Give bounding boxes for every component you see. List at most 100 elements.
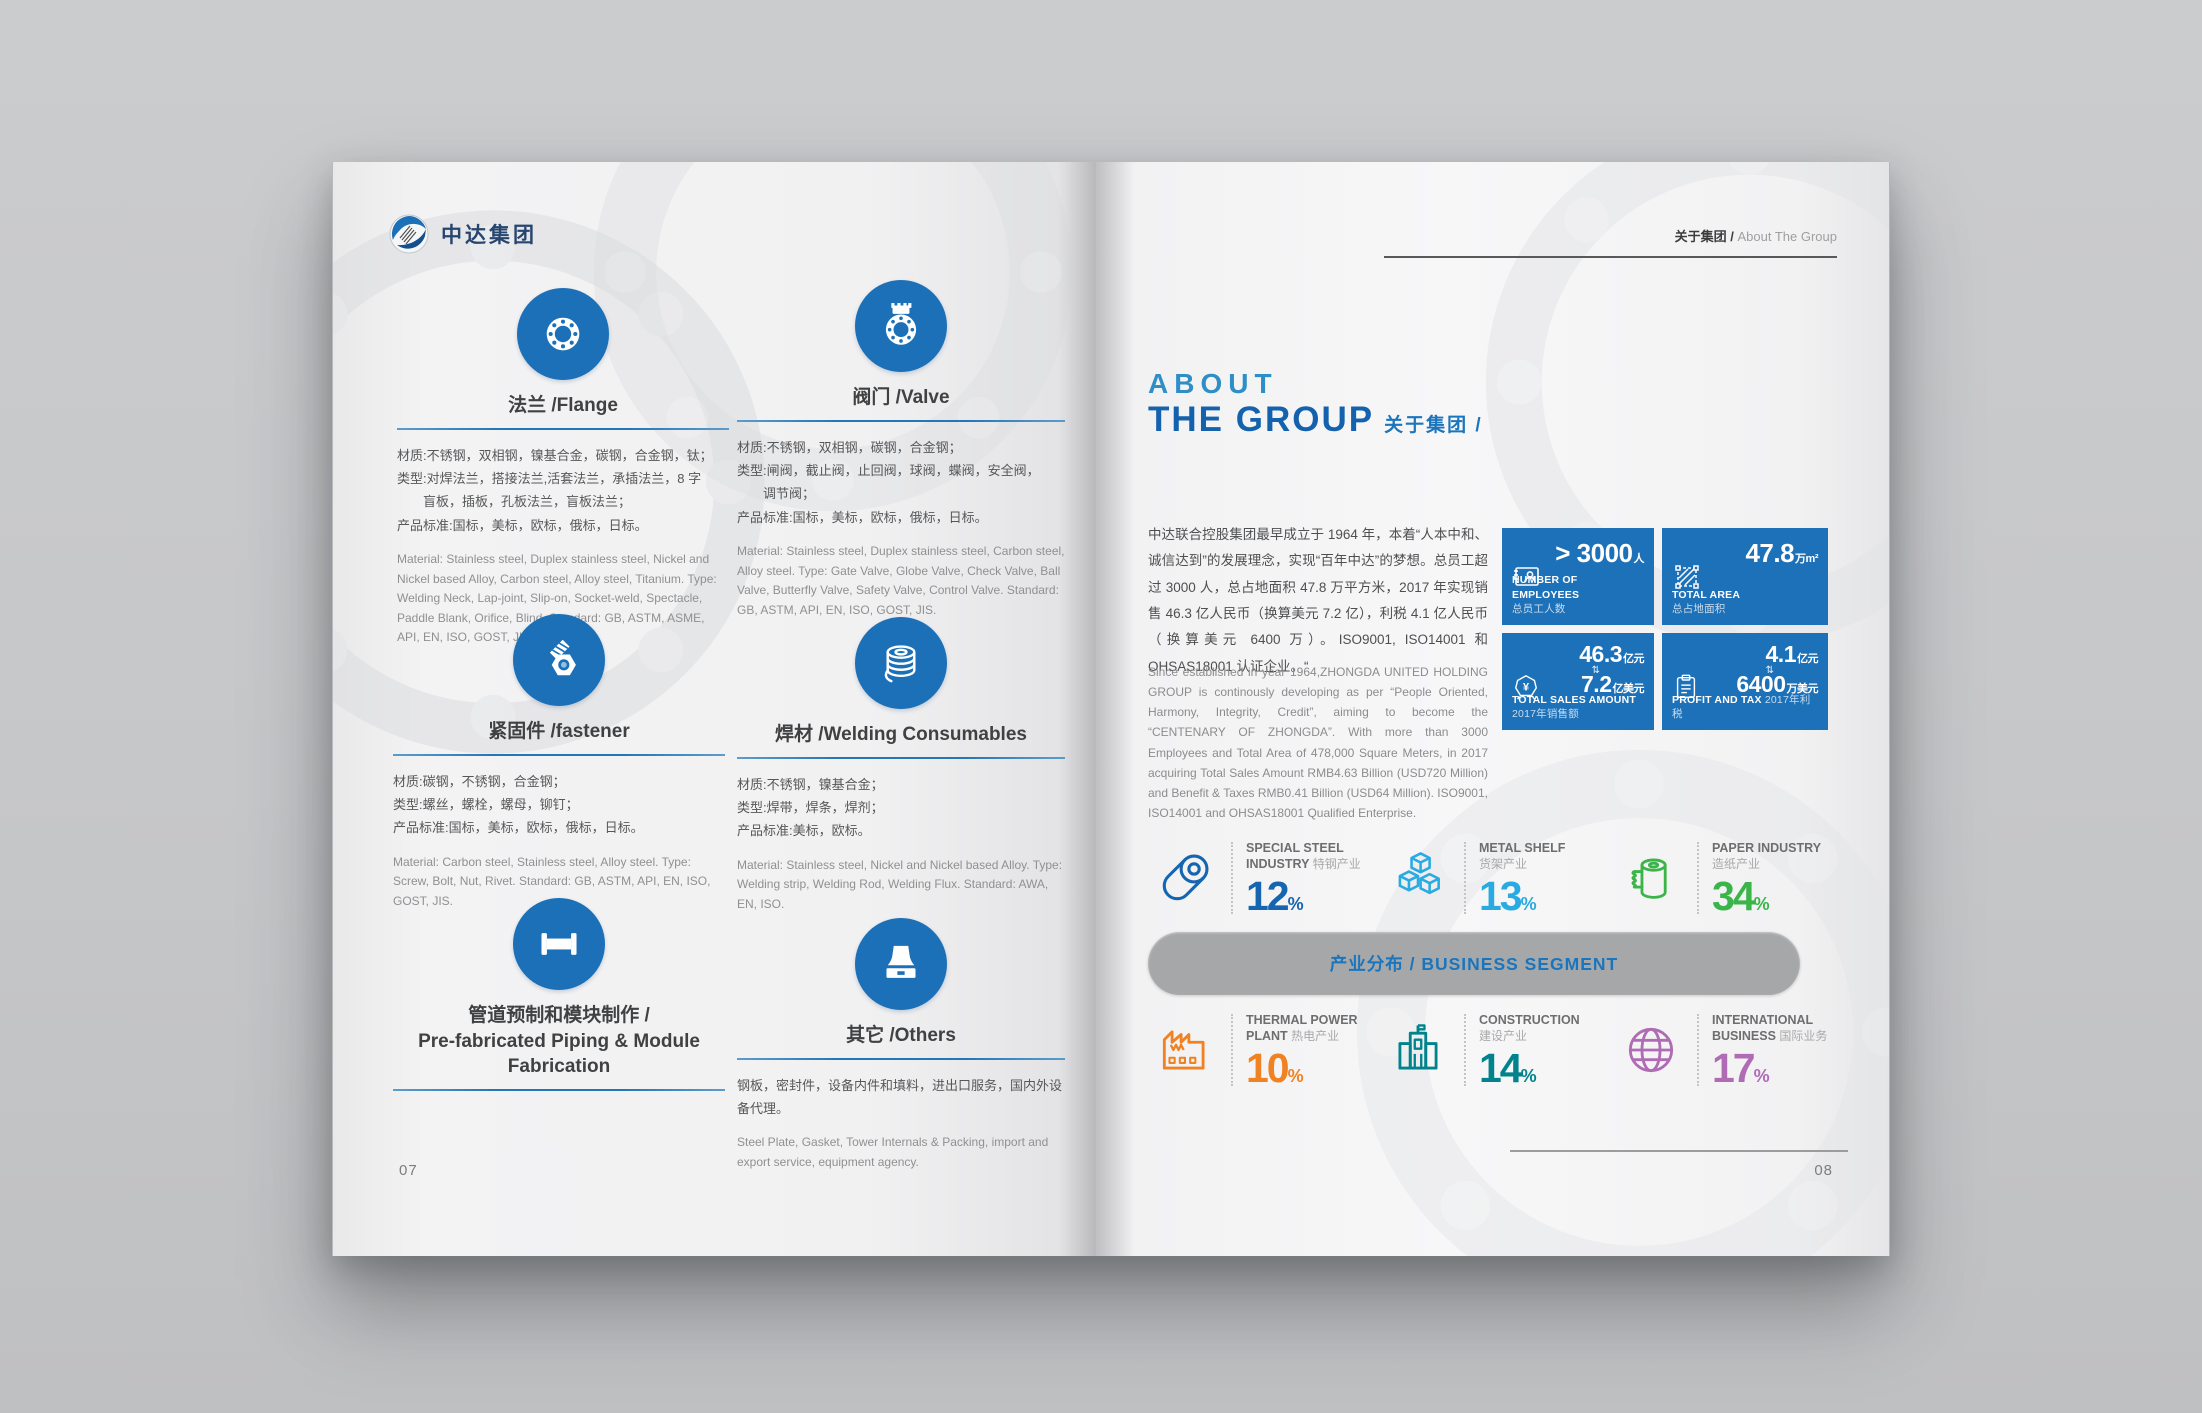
stat-label-en: TOTAL SALES AMOUNT [1512,693,1636,706]
divider [1464,1014,1466,1087]
steel-cylinder-icon [1148,847,1222,909]
divider [1697,842,1699,915]
segment-label-en: METAL SHELF [1479,841,1566,855]
stat-unit-usd: 亿美元 [1612,683,1645,695]
yuan-badge-icon: ¥ [1512,673,1540,706]
segment-percent: 17% [1712,1044,1770,1091]
segment-thermal-power: THERMAL POWER PLANT 热电产业 10% [1148,1012,1381,1089]
right-page: 关于集团 / About The Group ABOUT THE GROUP 关于… [1096,162,1890,1256]
stat-total-area: 47.8万m² TOTAL AREA 总占地面积 [1662,528,1828,625]
brand: 中达集团 [389,214,537,254]
section-text-en: Material: Stainless steel, Duplex stainl… [737,544,1065,617]
factory-icon [1148,1019,1222,1081]
title-suffix-cn: 关于集团 / [1384,415,1483,436]
stat-label-en: NUMBER OF EMPLOYEES [1512,574,1580,601]
segment-percent: 12% [1246,872,1304,919]
stat-value: > 3000 [1555,538,1633,568]
divider [1464,842,1466,915]
segment-label-cn: 货架产业 [1479,857,1528,872]
stat-total-sales: 46.3亿元 ⇅ 7.2亿美元 ¥ TOTAL SALES AMOUNT 201… [1502,633,1654,730]
brand-name: 中达集团 [441,224,537,247]
divider [393,753,725,756]
section-text-cn: 材质:不锈钢，双相钢，镍基合金，碳钢，合金钢，钛； 类型:对焊法兰，搭接法兰,活… [397,447,713,533]
welding-coil-icon [855,617,947,709]
stat-label-en: TOTAL AREA [1672,588,1741,601]
page-number-left: 07 [399,1162,418,1179]
section-title: 阀门 /Valve [852,387,950,408]
section-text-cn: 材质:不锈钢，镍基合金； 类型:焊带，焊条，焊剂； 产品标准:美标，欧标。 [737,776,884,839]
page-title: ABOUT THE GROUP 关于集团 / [1148,368,1483,440]
section-title: 管道预制和模块制作 / Pre-fabricated Piping & Modu… [418,1005,700,1078]
section-valve: 阀门 /Valve 材质:不锈钢，双相钢，碳钢，合金钢； 类型:闸阀，截止阀，止… [737,280,1065,620]
pipe-spool-icon [513,898,605,990]
business-segment-banner: 产业分布 / BUSINESS SEGMENT [1148,932,1800,995]
flange-icon [517,288,609,380]
section-text-cn: 钢板，密封件，设备内件和填料，进出口服务，国内外设备代理。 [737,1077,1063,1117]
stat-label-cn: 总员工人数 [1512,602,1566,615]
section-text-en: Steel Plate, Gasket, Tower Internals & P… [737,1135,1049,1169]
divider [737,1057,1065,1060]
section-fastener: 紧固件 /fastener 材质:碳钢，不锈钢，合金钢； 类型:螺丝，螺栓，螺母… [393,614,725,911]
divider [737,756,1065,759]
segment-paper-industry: PAPER INDUSTRY 造纸产业 34% [1614,840,1847,917]
section-title: 其它 /Others [846,1025,956,1046]
section-piping: 管道预制和模块制作 / Pre-fabricated Piping & Modu… [393,898,725,1091]
stat-unit: 人 [1633,553,1645,565]
section-text-cn: 材质:碳钢，不锈钢，合金钢； 类型:螺丝，螺栓，螺母，铆钉； 产品标准:国标，美… [393,773,644,836]
brand-logo-icon [389,214,429,254]
section-title: 法兰 /Flange [508,395,618,416]
segment-label-cn: 热电产业 [1291,1029,1340,1044]
section-text-en: Material: Stainless steel, Duplex stainl… [397,552,717,644]
stat-value-usd: 7.2 [1581,671,1612,697]
segment-construction: CONSTRUCTION 建设产业 14% [1381,1012,1614,1089]
title-the-group: THE GROUP [1148,400,1375,439]
section-title: 焊材 /Welding Consumables [775,724,1027,745]
header-title-en: About The Group [1733,229,1838,244]
section-text-cn: 材质:不锈钢，双相钢，碳钢，合金钢； 类型:闸阀，截止阀，止回阀，球阀，蝶阀，安… [737,439,1040,525]
svg-text:¥: ¥ [1523,682,1530,694]
segment-percent: 13% [1479,872,1537,919]
building-icon [1381,1019,1455,1081]
fastener-icon [513,614,605,706]
segment-special-steel: SPECIAL STEEL INDUSTRY 特钢产业 12% [1148,840,1381,917]
segment-label-en: CONSTRUCTION [1479,1013,1580,1027]
segment-percent: 34% [1712,872,1770,919]
stat-unit: 万m² [1795,553,1818,565]
stat-unit-rmb: 亿元 [1797,653,1819,665]
divider [397,427,729,430]
stat-unit-rmb: 亿元 [1623,653,1645,665]
stat-label-en: PROFIT AND TAX [1672,693,1765,706]
employees-id-card-icon [1512,562,1542,597]
section-title: 紧固件 /fastener [488,721,630,742]
segment-percent: 14% [1479,1044,1537,1091]
intro-paragraph-cn: 中达联合控股集团最早成立于 1964 年，本着“人本中和、诚信达到”的发展理念，… [1148,527,1488,674]
segment-metal-shelf: METAL SHELF 货架产业 13% [1381,840,1614,917]
brochure-spread: 中达集团 法兰 /Flange 材质:不锈钢，双相钢，镍基合金，碳钢，合金钢，钛… [332,162,1890,1256]
stat-value-usd: 6400 [1736,671,1786,697]
stat-unit-usd: 万美元 [1786,683,1819,695]
segment-label-cn: 国际业务 [1779,1029,1828,1044]
segment-label-cn: 建设产业 [1479,1029,1528,1044]
stat-profit-tax: 4.1亿元 ⇅ 6400万美元 PROFIT AND TAX 2017年利税 [1662,633,1828,730]
segment-label-en: THERMAL POWER PLANT [1246,1013,1358,1044]
segment-label-en: INTERNATIONAL BUSINESS [1712,1013,1813,1044]
footer-rule [1510,1150,1848,1152]
stat-label-cn: 2017年销售额 [1512,707,1579,720]
divider [1231,1014,1233,1087]
clipboard-icon [1672,673,1700,706]
stat-value: 47.8 [1745,538,1795,568]
segments-top-row: SPECIAL STEEL INDUSTRY 特钢产业 12% METAL SH… [1148,840,1848,917]
stat-value-rmb: 4.1 [1765,641,1797,667]
header-title-cn: 关于集团 / [1674,229,1734,244]
area-icon [1672,562,1702,597]
divider [393,1088,725,1091]
section-flange: 法兰 /Flange 材质:不锈钢，双相钢，镍基合金，碳钢，合金钢，钛； 类型:… [397,288,729,647]
segment-label-cn: 造纸产业 [1712,857,1761,872]
currency-exchange-icon: ⇅ [1765,665,1774,676]
page-number-right: 08 [1814,1162,1833,1179]
stat-label-cn: 2017年利税 [1672,693,1811,720]
title-about: ABOUT [1148,368,1278,399]
segment-label-cn: 特钢产业 [1312,857,1361,872]
cubes-icon [1381,847,1455,909]
valve-icon [855,280,947,372]
